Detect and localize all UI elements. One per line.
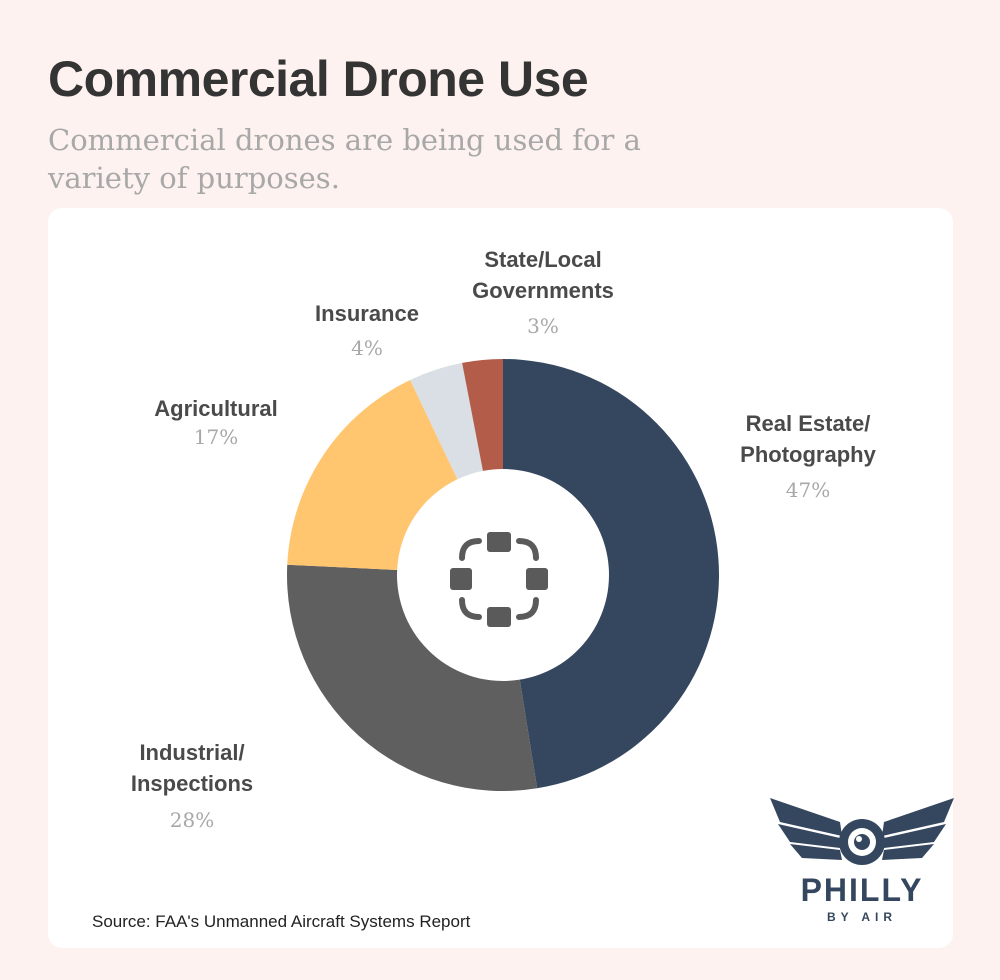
value-agricultural: 17%	[193, 425, 239, 449]
slice-agricultural	[287, 379, 458, 570]
donut-slices	[287, 359, 720, 792]
chart-subtitle: Commercial drones are being used for a v…	[48, 123, 641, 195]
source-note: Source: FAA's Unmanned Aircraft Systems …	[92, 912, 471, 931]
label-industrial-inspections: Industrial/ Inspections	[130, 740, 254, 796]
drone-icon	[450, 532, 548, 627]
slice-state-local-governments	[462, 359, 503, 471]
label-state-local-governments: State/Local Governments	[472, 247, 614, 303]
winged-drone-logo-icon	[770, 798, 954, 865]
label-real-estate-photography: Real Estate/ Photography	[740, 411, 876, 467]
slice-industrial-inspections	[287, 564, 538, 792]
value-state-local-governments: 3%	[527, 314, 559, 338]
label-agricultural: Agricultural	[154, 396, 278, 421]
philly-by-air-logo: PHILLY BY AIR	[768, 792, 956, 932]
chart-title: Commercial Drone Use	[48, 51, 589, 107]
slice-real-estate-photography	[503, 359, 720, 789]
value-industrial-inspections: 28%	[169, 808, 215, 832]
logo-wordmark: PHILLY	[800, 872, 924, 908]
value-real-estate-photography: 47%	[785, 478, 831, 502]
slice-insurance	[410, 362, 483, 480]
value-insurance: 4%	[351, 336, 383, 360]
label-insurance: Insurance	[315, 301, 419, 326]
logo-tagline: BY AIR	[826, 910, 897, 924]
